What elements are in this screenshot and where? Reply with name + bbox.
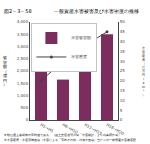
svg-text:10: 10 — [120, 98, 126, 103]
svg-text:0: 0 — [26, 117, 29, 122]
svg-text:図2－3－58: 図2－3－58 — [4, 8, 32, 14]
svg-text:2,500: 2,500 — [17, 56, 29, 61]
svg-text:20: 20 — [120, 78, 126, 83]
svg-text:15: 15 — [120, 88, 126, 93]
svg-text:※数は過去各期間の平均値である。（国土交通省河川局「水害統計: ※数は過去各期間の平均値である。（国土交通省河川局「水害統計」より内閣府作成） — [4, 133, 121, 137]
svg-text:H11→H15: H11→H15 — [84, 122, 104, 136]
svg-text:※水害密度：水害流域面積（水害による「宅地その他」の浸水面積: ※水害密度：水害流域面積（水害による「宅地その他」の浸水面積）当たりの一般資産水… — [4, 138, 136, 142]
svg-text:40: 40 — [120, 39, 126, 44]
svg-text:25: 25 — [120, 68, 126, 73]
svg-text:1,000: 1,000 — [17, 93, 29, 98]
svg-text:H6→H10: H6→H10 — [62, 122, 80, 135]
svg-text:1,500: 1,500 — [17, 81, 29, 86]
svg-text:被害額（億円）: 被害額（億円） — [3, 55, 7, 87]
svg-text:2,000: 2,000 — [17, 68, 29, 73]
svg-text:水害被害額: 水害被害額 — [71, 35, 91, 40]
svg-text:5: 5 — [120, 108, 123, 113]
svg-text:3,000: 3,000 — [17, 44, 29, 49]
svg-text:45: 45 — [120, 29, 126, 34]
svg-text:3,500: 3,500 — [17, 32, 29, 37]
svg-text:H16→H20: H16→H20 — [106, 122, 126, 136]
svg-text:50: 50 — [120, 19, 126, 24]
svg-text:500: 500 — [21, 105, 29, 110]
svg-text:一般資産水害被害及び水害密度の推移: 一般資産水害被害及び水害密度の推移 — [54, 8, 139, 14]
svg-text:4,000: 4,000 — [17, 19, 29, 24]
svg-text:0: 0 — [120, 117, 123, 122]
svg-text:H1→H5: H1→H5 — [40, 122, 55, 134]
svg-text:水害密度: 水害密度 — [71, 54, 87, 59]
svg-text:水害密度（百万円/km²）: 水害密度（百万円/km²） — [142, 46, 145, 97]
svg-text:30: 30 — [120, 59, 126, 64]
svg-text:35: 35 — [120, 49, 126, 54]
